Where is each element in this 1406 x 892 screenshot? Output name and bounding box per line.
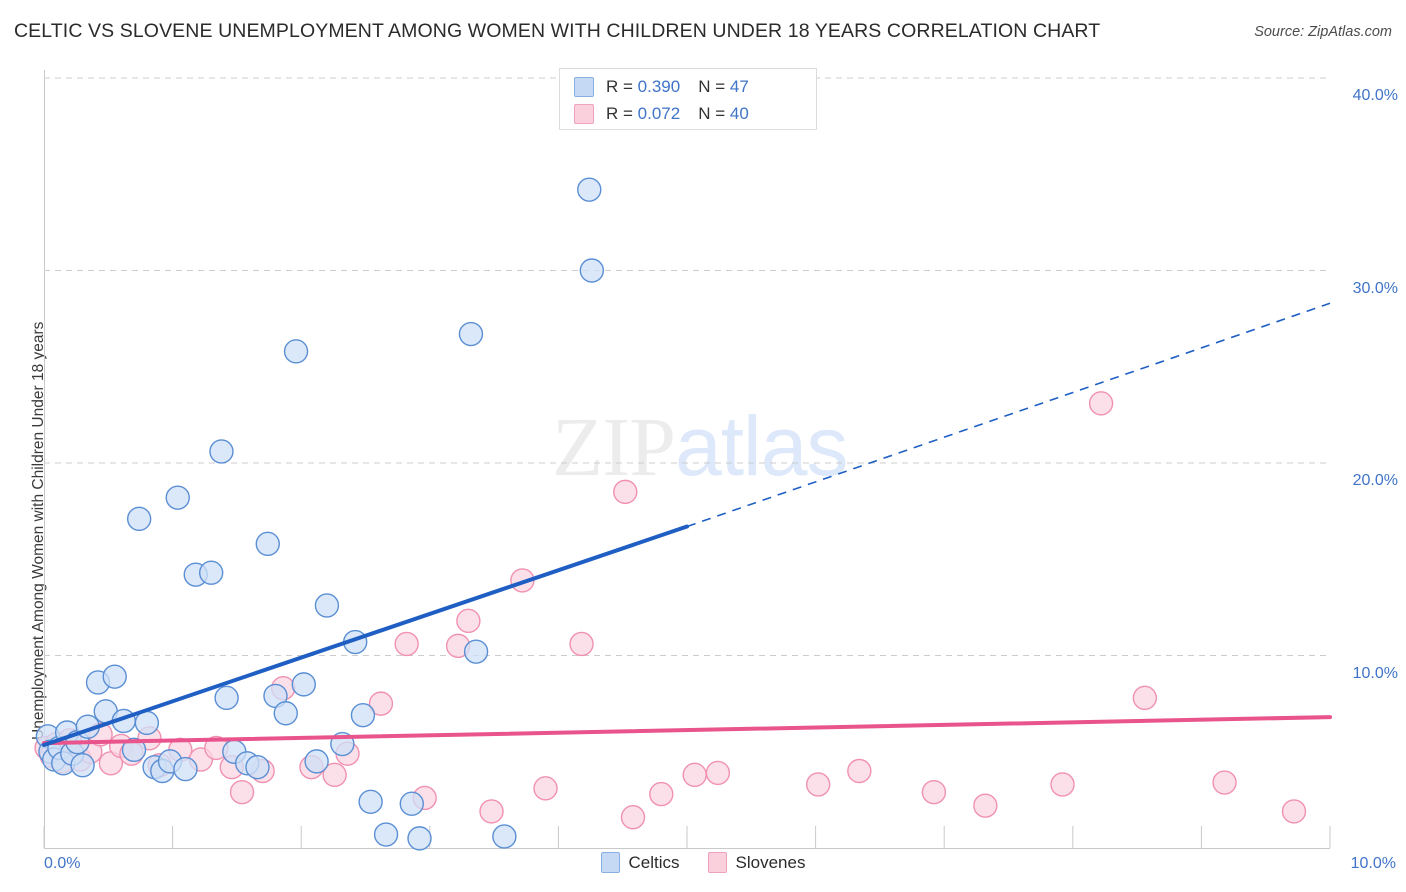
y-tick-label-20: 20.0% (1352, 472, 1398, 489)
data-point (255, 531, 280, 557)
data-point (921, 779, 947, 805)
y-tick-label-30: 30.0% (1352, 279, 1398, 297)
data-point (847, 758, 872, 784)
data-point (1088, 391, 1114, 416)
x-axis-ticks (43, 826, 1331, 848)
page-title: CELTIC VS SLOVENE UNEMPLOYMENT AMONG WOM… (14, 20, 1101, 42)
data-point (458, 321, 484, 347)
data-point (492, 824, 517, 849)
x-axis-line (44, 848, 1330, 849)
data-point (613, 479, 638, 505)
slovenes-r-label: R = (606, 103, 638, 123)
data-point (463, 639, 489, 664)
data-point (283, 339, 309, 364)
slovenes-stat-swatch-icon (574, 103, 594, 124)
data-point (407, 826, 432, 851)
data-point (479, 799, 504, 824)
data-point (394, 631, 419, 657)
data-point (198, 560, 224, 585)
slovenes-stat-text: R = 0.072 N = 40 (606, 104, 749, 124)
gridlines (44, 77, 1330, 656)
data-point (456, 608, 481, 634)
legend-item-slovenes[interactable]: Slovenes (707, 852, 806, 873)
data-point (1132, 685, 1158, 711)
data-point (533, 776, 558, 801)
data-point (682, 762, 707, 788)
data-point (70, 753, 95, 778)
plot-svg (34, 77, 1332, 851)
slovenes-r-value: 0.072 (637, 103, 681, 123)
data-point (399, 791, 424, 816)
data-point (368, 691, 394, 716)
data-point (705, 760, 731, 786)
series-legend: Celtics Slovenes (0, 852, 1406, 873)
slovenes-n-value: 40 (729, 103, 749, 123)
plot-area (34, 70, 1332, 851)
data-point (350, 702, 376, 728)
celtics-legend-label: Celtics (628, 852, 680, 872)
data-point (569, 631, 594, 657)
data-point (314, 593, 340, 618)
celtics-n-label: N = (698, 76, 730, 96)
data-point (214, 685, 239, 711)
x-tick-max: 10.0% (1350, 855, 1396, 872)
data-point (973, 793, 998, 818)
data-point (579, 258, 605, 283)
data-point (805, 772, 831, 797)
data-point (322, 762, 347, 788)
data-point (173, 756, 198, 782)
stats-row-slovenes: R = 0.072 N = 40 (574, 100, 816, 127)
data-point (126, 506, 152, 532)
data-point (304, 749, 329, 774)
celtics-legend-swatch-icon (600, 852, 620, 873)
stats-row-celtics: R = 0.390 N = 47 (574, 73, 816, 100)
data-point (209, 439, 234, 464)
slovenes-legend-swatch-icon (707, 852, 727, 873)
celtics-r-value: 0.390 (637, 76, 681, 96)
y-tick-label-10: 10.0% (1352, 664, 1398, 682)
data-point (1212, 770, 1237, 795)
data-point (229, 779, 255, 805)
data-point (245, 754, 270, 780)
source-label: Source: ZipAtlas.com (1254, 24, 1392, 40)
correlation-stats-box: R = 0.390 N = 47 R = 0.072 N = 40 (559, 68, 817, 130)
data-point (1050, 772, 1075, 797)
data-point (165, 485, 190, 510)
data-point (291, 672, 316, 697)
data-point (1281, 799, 1307, 824)
celtics-points (35, 177, 605, 851)
data-point (577, 177, 602, 202)
data-point (102, 664, 127, 689)
data-point (358, 789, 383, 814)
data-point (121, 737, 147, 763)
data-point (373, 822, 399, 847)
celtics-r-label: R = (606, 76, 638, 96)
slovenes-n-label: N = (698, 103, 730, 123)
y-axis-line (44, 70, 45, 848)
data-point (620, 805, 646, 830)
data-point (649, 781, 674, 807)
celtics-trend-line (42, 302, 1331, 748)
legend-item-celtics[interactable]: Celtics (600, 852, 680, 873)
y-tick-label-40: 40.0% (1352, 87, 1398, 104)
x-tick-min: 0.0% (44, 855, 81, 872)
slovenes-trend-line (42, 715, 1332, 746)
celtics-n-value: 47 (729, 76, 749, 96)
celtics-stat-text: R = 0.390 N = 47 (606, 77, 749, 97)
data-point (273, 701, 298, 726)
slovenes-legend-label: Slovenes (735, 852, 806, 872)
celtics-stat-swatch-icon (574, 76, 594, 97)
